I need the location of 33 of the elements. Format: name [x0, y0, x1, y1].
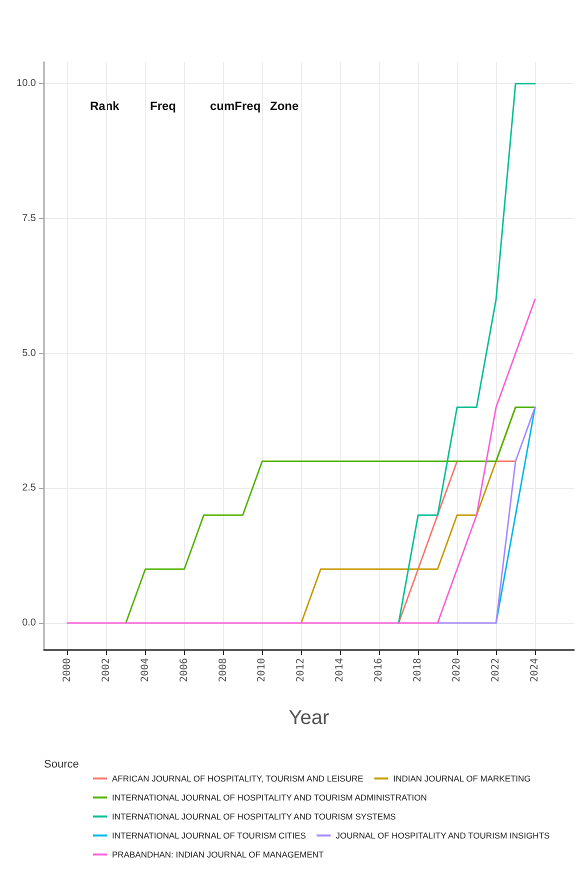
y-tick-label: 7.5 [22, 212, 36, 224]
annotation: Zone [270, 99, 299, 113]
x-tick-label: 2010 [256, 658, 268, 682]
x-tick-label: 2004 [140, 658, 151, 682]
legend-label: INDIAN JOURNAL OF MARKETING [393, 774, 531, 784]
annotation: cumFreq [210, 99, 261, 113]
y-tick-label: 5.0 [22, 348, 36, 359]
line-series [66, 298, 536, 624]
x-tick-label: 2006 [178, 658, 190, 682]
legend-title: Source [44, 758, 79, 770]
x-tick-label: 2018 [412, 658, 424, 682]
legend-label: INTERNATIONAL JOURNAL OF HOSPITALITY AND TOURISM SYSTEMS [112, 812, 396, 822]
legend-label: PRABANDHAN: INDIAN JOURNAL OF MANAGEMENT [112, 850, 324, 860]
legend-label: AFRICAN JOURNAL OF HOSPITALITY, TOURISM AND LEISURE [112, 774, 364, 784]
legend-label: INTERNATIONAL JOURNAL OF HOSPITALITY AND TOURISM ADMINISTRATION [112, 792, 427, 802]
line-series [398, 82, 536, 624]
legend-label: JOURNAL OF HOSPITALITY AND TOURISM INSIGHTS [336, 830, 550, 840]
x-tick-label: 2020 [452, 658, 463, 682]
x-tick-label: 2022 [490, 658, 502, 682]
x-tick-label: 2016 [374, 658, 385, 682]
x-tick-label: 2002 [100, 658, 112, 682]
annotation: Freq [150, 99, 176, 113]
y-tick-label: 10.0 [16, 78, 36, 90]
x-tick-label: 2024 [530, 658, 541, 682]
x-tick-label: 2000 [62, 658, 73, 682]
legend-label: INTERNATIONAL JOURNAL OF TOURISM CITIES [112, 830, 306, 840]
x-tick-label: 2008 [218, 658, 229, 682]
y-tick-label: 2.5 [22, 482, 36, 494]
line-series [125, 406, 536, 624]
x-axis-title: Year [288, 707, 330, 729]
y-tick-label: 0.0 [22, 618, 36, 629]
x-tick-label: 2012 [296, 658, 307, 682]
x-tick-label: 2014 [334, 658, 346, 682]
